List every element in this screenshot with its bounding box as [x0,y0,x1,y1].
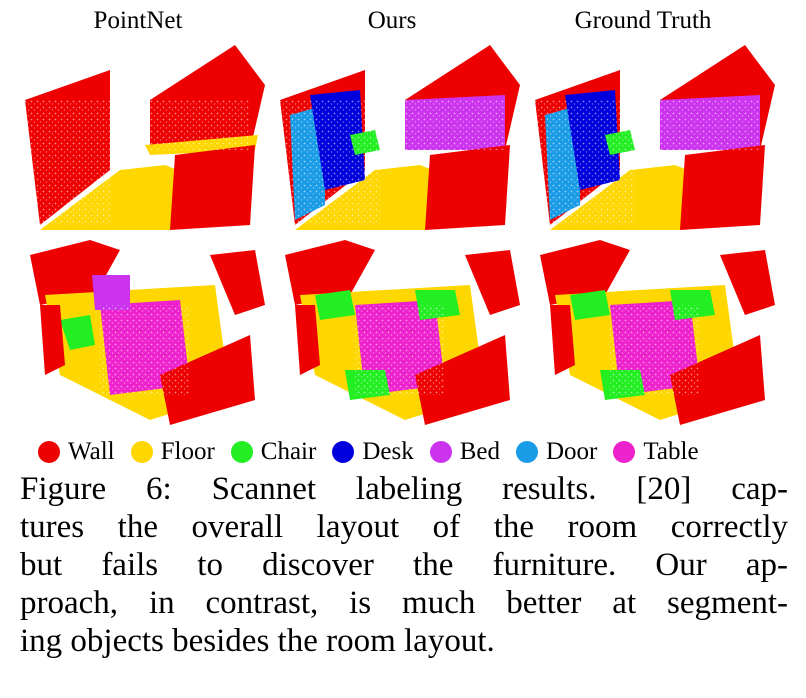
legend-label-floor: Floor [160,438,215,465]
legend-item-desk: Desk [332,438,414,466]
panel-ground-truth-scene2 [540,240,775,425]
figure-caption: Figure 6: Scannet labeling results. [20]… [20,470,788,660]
column-title-pointnet: PointNet [93,7,183,34]
legend-swatch-floor [130,441,153,463]
legend-item-table: Table [613,438,699,466]
legend: Wall Floor Chair Desk Bed Door Table [38,436,699,468]
legend-item-bed: Bed [429,438,500,466]
legend-swatch-table [613,441,636,463]
legend-swatch-wall [38,441,60,463]
panel-ground-truth-scene1 [535,45,775,230]
panel-pointnet-scene1 [25,45,265,230]
legend-label-wall: Wall [68,438,115,465]
legend-label-door: Door [546,438,598,465]
caption-line: tures the overall layout of the room cor… [20,509,788,545]
legend-label-chair: Chair [260,438,317,465]
segmentation-panels [25,45,775,425]
panel-ours-scene1 [280,45,520,230]
panel-ours-scene2 [285,240,520,425]
legend-label-bed: Bed [459,438,500,465]
caption-line: Figure 6: Scannet labeling results. [20]… [20,471,788,507]
legend-item-wall: Wall [38,438,115,466]
column-title-ours: Ours [367,7,417,34]
panel-pointnet-scene2 [30,240,265,425]
legend-swatch-desk [332,441,355,463]
legend-item-floor: Floor [130,438,215,466]
caption-line: proach, in contrast, is much better at s… [20,585,788,621]
column-title-ground-truth: Ground Truth [574,7,712,34]
caption-line: ing objects besides the room layout. [20,623,495,659]
legend-label-table: Table [643,438,699,465]
legend-swatch-door [516,441,538,463]
legend-label-desk: Desk [362,438,414,465]
legend-swatch-chair [230,441,253,463]
legend-item-chair: Chair [230,438,317,466]
legend-item-door: Door [516,438,597,466]
caption-line: but fails to discover the furniture. Our… [20,547,788,583]
legend-swatch-bed [429,441,452,463]
